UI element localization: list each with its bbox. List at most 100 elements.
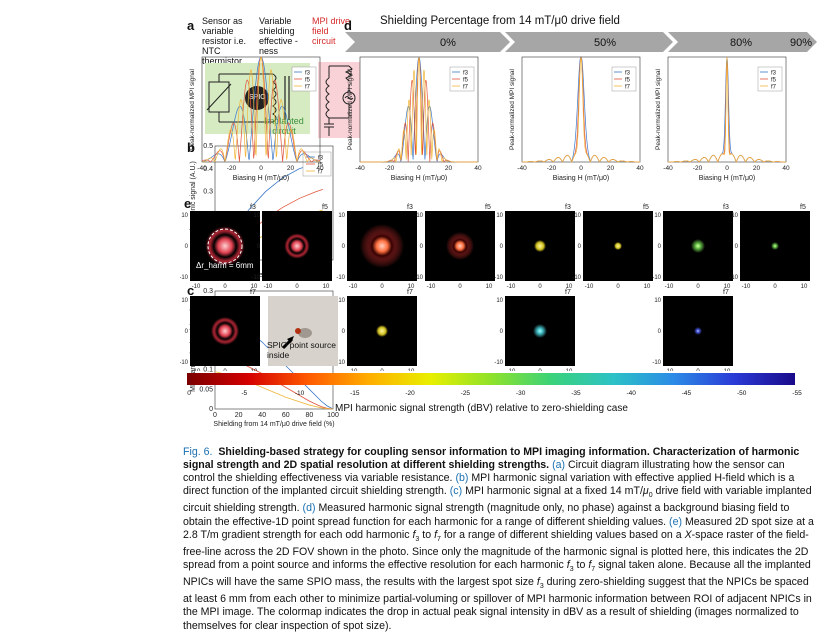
colorbar-tick: -35 [571,390,581,397]
d-x-tick: 20 [287,165,295,172]
d-legend-label: f5 [771,78,777,84]
d-x-tick: 40 [474,165,482,172]
e-y-tick: -10 [494,360,503,366]
d-x-tick: 20 [607,165,615,172]
d-x-tick: -20 [693,165,703,172]
psf-spot [528,234,552,258]
x-tick-label: 80 [306,412,314,419]
colorbar-tick: -45 [681,390,692,397]
e-x-tick: 10 [644,284,651,290]
colorbar-tick: -30 [515,390,526,397]
e-y-tick: 10 [181,213,188,219]
e-x-tick: 10 [724,284,731,290]
e-y-tick: 0 [185,329,189,335]
e-x-tick: 0 [696,284,700,290]
e-x-tick: -10 [192,369,201,371]
e-y-tick: 10 [496,298,503,304]
e-x-tick: 0 [538,284,542,290]
panel-a-label: a [187,18,195,33]
panel-b-label: b [187,140,195,155]
delta-r-label: Δr_harm = 6mm [196,261,254,270]
psf-spot [205,311,245,351]
y-axis-label: MPI harmonic signal (A.U.) [190,161,197,245]
e-x-tick: 0 [616,284,620,290]
psf-image-title: f5 [643,204,649,211]
d-legend-label: f7 [463,85,469,91]
e-y-tick: 10 [731,213,738,219]
e-x-tick: -10 [585,284,594,290]
e-x-tick: 0 [773,284,777,290]
psf-image-title: f3 [250,204,256,211]
y-tick-label: 0.3 [203,288,213,295]
d-x-label: Biasing H (mT/μ0) [391,175,448,182]
colorbar [187,373,795,385]
psf-f7 [201,56,321,163]
e-y-tick: 10 [654,213,661,219]
d-x-tick: 0 [417,165,421,172]
sensor-text: Sensor as variable resistor i.e. NTC the… [202,16,247,66]
e-x-tick: 10 [408,369,415,371]
shield-level-2: 80% [730,37,753,49]
e-x-tick: 10 [408,284,415,290]
shield-level-0: 0% [440,37,456,49]
e-x-tick: -10 [507,284,516,290]
d-x-tick: 0 [725,165,729,172]
d-x-tick: -40 [663,165,673,172]
y-tick-label: 0 [209,406,213,413]
e-y-tick: -10 [180,360,189,366]
d-x-tick: 20 [445,165,453,172]
x-tick-label: 40 [258,412,266,419]
d-legend-label: f3 [625,71,631,77]
e-x-tick: -10 [665,284,674,290]
e-y-tick: 0 [500,329,504,335]
e-y-tick: 0 [500,244,504,250]
e-x-tick: -10 [192,284,201,290]
e-y-tick: 0 [578,244,582,250]
legend-label: f3 [318,156,324,162]
e-x-tick: 0 [696,369,700,371]
e-y-tick: 0 [257,244,261,250]
e-x-tick: 0 [380,369,384,371]
d-x-tick: 40 [636,165,644,172]
e-x-tick: 0 [223,369,227,371]
d-x-tick: 20 [753,165,761,172]
e-x-tick: 10 [801,284,808,290]
d-legend-label: f7 [771,85,777,91]
panel-c-label: c [187,283,195,298]
x-tick-label: 60 [282,412,290,419]
colorbar-tick: 0 [187,390,191,397]
d-x-label: Biasing H (mT/μ0) [699,175,756,182]
psf-image-title: f5 [322,204,328,211]
d-x-tick: -40 [355,165,365,172]
y-tick-label: 0.5 [203,143,213,150]
e-y-tick: -10 [494,275,503,281]
shield-level-1: 50% [594,37,617,49]
e-y-tick: 10 [654,298,661,304]
figure-caption: Fig. 6. Shielding-based strategy for cou… [183,446,814,632]
e-x-tick: 10 [486,284,493,290]
shield-level-3: 90% [790,37,813,49]
e-y-tick: 10 [338,298,345,304]
d-x-tick: -20 [227,165,237,172]
legend-label: f5 [318,163,324,169]
e-x-tick: -10 [507,369,516,371]
photo-arrowhead [287,336,294,343]
e-y-tick: -10 [572,275,581,281]
psf-f7 [521,56,641,163]
d-legend-label: f3 [771,71,777,77]
panel-d-label: d [344,18,352,33]
psf-image-title: f5 [485,204,491,211]
e-x-tick: -10 [427,284,436,290]
shield-text: Variable shielding effective -ness [259,16,298,56]
psf-image-title: f7 [250,289,256,296]
psf-image-title: f3 [723,204,729,211]
e-y-tick: -10 [729,275,738,281]
psf-spot [533,324,547,338]
e-x-tick: 10 [251,369,258,371]
x-axis-label: Shielding from 14 mT/μ0 drive field (%) [213,421,334,428]
d-x-tick: -40 [517,165,527,172]
e-y-tick: 10 [181,298,188,304]
e-y-tick: -10 [652,275,661,281]
colorbar-tick: -15 [350,390,360,397]
d-x-tick: -20 [547,165,557,172]
